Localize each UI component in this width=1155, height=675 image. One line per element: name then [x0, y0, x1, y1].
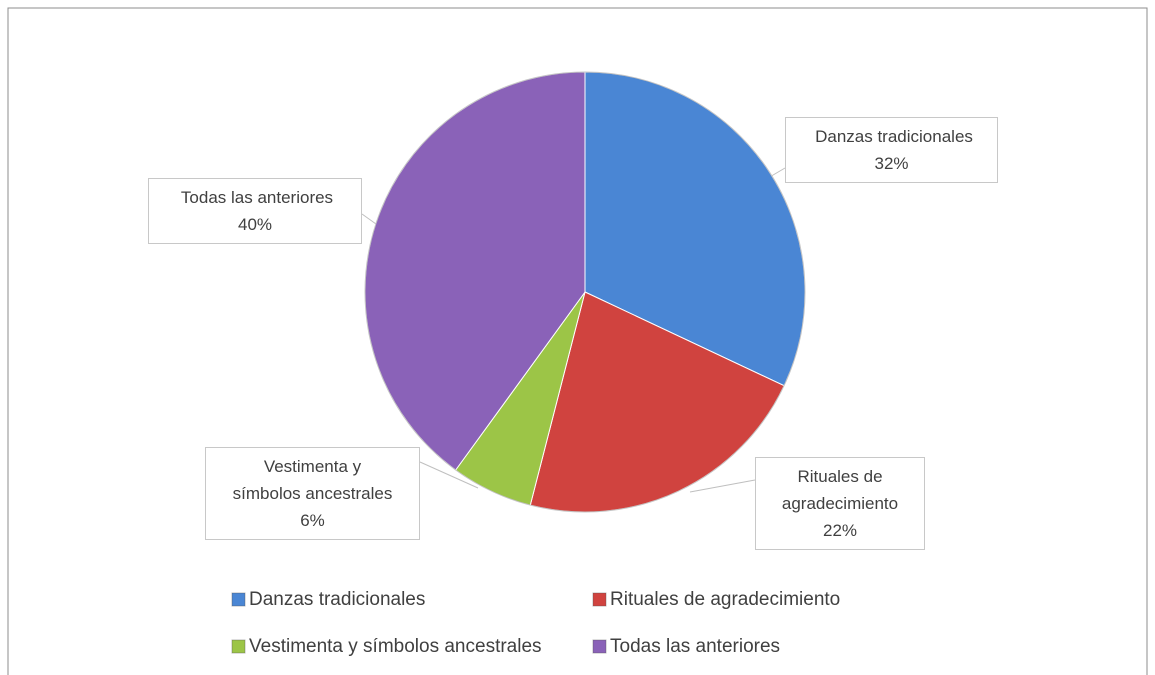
legend-marker — [592, 639, 607, 654]
data-label: Rituales de agradecimiento 22% — [755, 457, 925, 550]
data-label-category: Todas las anteriores — [180, 188, 334, 207]
chart-border — [7, 7, 1148, 675]
data-label-category: Rituales de agradecimiento — [781, 467, 899, 513]
data-label-value: 6% — [300, 511, 325, 530]
data-label-value: 22% — [822, 521, 858, 540]
data-label-value: 32% — [874, 154, 909, 173]
legend-marker — [592, 592, 607, 607]
legend-marker — [231, 592, 246, 607]
pie-slice — [584, 71, 806, 387]
legend-label: Vestimenta y símbolos ancestrales — [249, 636, 542, 657]
legend-label: Danzas tradicionales — [249, 589, 425, 610]
legend-label: Rituales de agradecimiento — [610, 589, 840, 610]
data-label-category: Danzas tradicionales — [815, 127, 973, 146]
leader-line — [419, 461, 479, 489]
data-label: Vestimenta y símbolos ancestrales 6% — [205, 447, 420, 540]
pie-slice — [364, 71, 586, 471]
legend-marker — [231, 639, 246, 654]
data-label-value: 40% — [237, 215, 273, 234]
leader-line — [361, 213, 377, 225]
leader-line — [689, 479, 756, 493]
legend-label: Todas las anteriores — [610, 636, 780, 657]
pie-rim — [364, 71, 806, 513]
data-label: Todas las anteriores 40% — [148, 178, 362, 244]
data-label: Danzas tradicionales 32% — [785, 117, 998, 183]
pie-slice — [529, 291, 785, 513]
leader-lines — [361, 167, 786, 493]
data-label-category: Vestimenta y símbolos ancestrales — [232, 457, 393, 503]
